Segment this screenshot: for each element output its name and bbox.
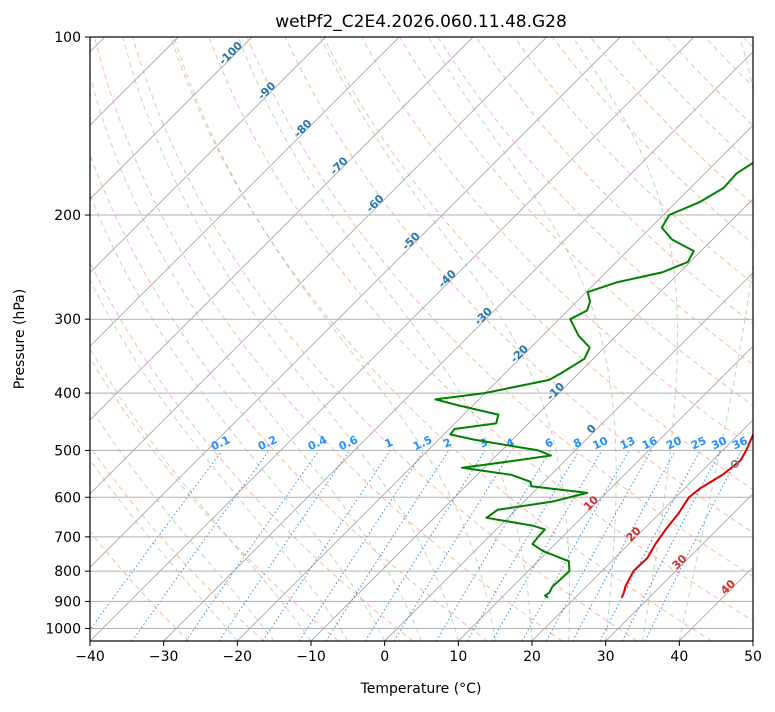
x-tick-label: −10 [296,649,326,665]
y-tick-label: 900 [54,594,81,610]
y-tick-label: 200 [54,208,81,224]
y-tick-label: 600 [54,490,81,506]
chart-title: wetPf2_C2E4.2026.060.11.48.G28 [275,12,567,32]
x-tick-label: 10 [449,649,467,665]
y-tick-label: 800 [54,564,81,580]
y-tick-label: 400 [54,386,81,402]
x-tick-label: 50 [744,649,762,665]
x-tick-label: 0 [380,649,389,665]
x-tick-label: 30 [597,649,615,665]
x-tick-label: −30 [149,649,179,665]
y-tick-label: 300 [54,312,81,328]
x-tick-label: 20 [523,649,541,665]
y-axis-label: Pressure (hPa) [12,289,28,389]
y-tick-label: 100 [54,30,81,46]
x-tick-label: −40 [75,649,105,665]
y-tick-label: 700 [54,530,81,546]
y-tick-label: 1000 [45,621,81,637]
x-tick-label: 40 [670,649,688,665]
x-tick-label: −20 [223,649,253,665]
y-tick-label: 500 [54,443,81,459]
x-axis-label: Temperature (°C) [360,681,482,697]
